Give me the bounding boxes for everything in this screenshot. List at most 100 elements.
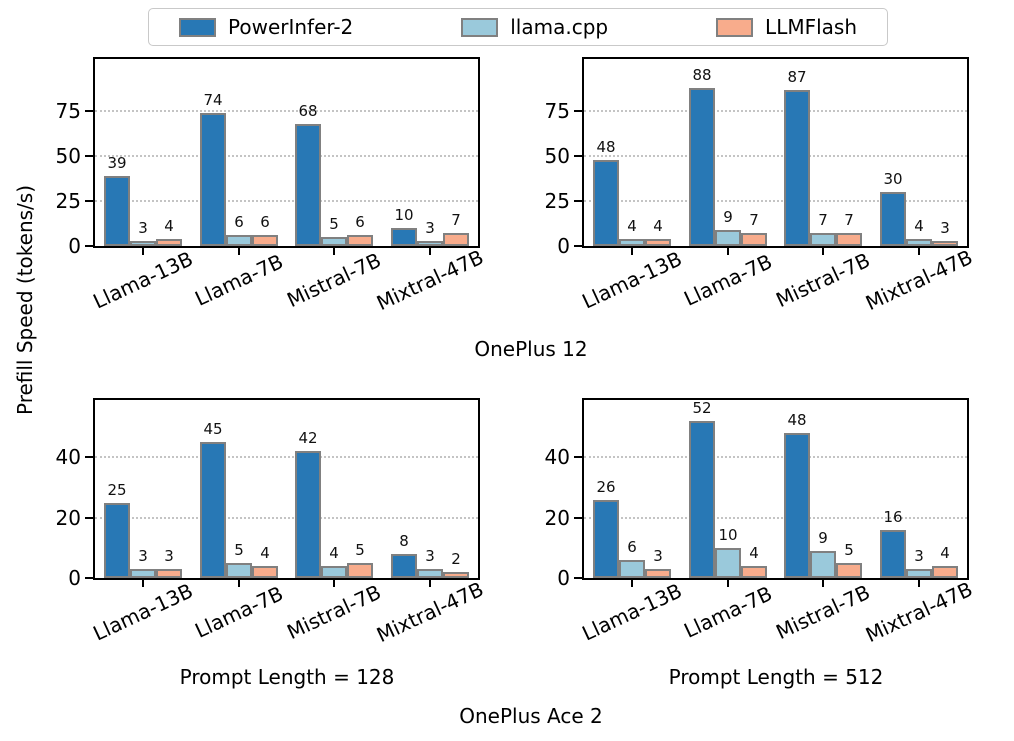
legend-swatch-icon (179, 17, 216, 37)
bar-value-label: 6 (355, 213, 365, 231)
gridline-y50 (95, 155, 478, 158)
bar-value-label: 6 (234, 213, 244, 231)
y-axis-label: Prefill Speed (tokens/s) (13, 184, 37, 416)
bar-value-label: 30 (883, 170, 903, 188)
bar-value-label: 74 (203, 91, 223, 109)
y-tick-mark (85, 200, 93, 203)
plot-area: 25 3 3 45 5 4 42 4 5 8 3 2 (93, 398, 480, 580)
bar-value-label: 7 (749, 211, 759, 229)
y-tick-mark (85, 245, 93, 247)
bar-value-label: 4 (914, 217, 924, 235)
bar-value-label: 7 (818, 211, 828, 229)
plot-area: 39 3 4 74 6 6 68 5 6 10 3 7 (93, 57, 480, 248)
bar-value-label: 3 (138, 547, 148, 565)
bar-value-label: 4 (260, 544, 270, 562)
bar-value-label: 7 (451, 211, 461, 229)
bar-llama-cpp-llama-13b (619, 560, 645, 578)
bar-llama-cpp-mistral-7b (321, 237, 347, 246)
category-label-mistral-7b: Mistral-7B (772, 579, 875, 645)
x-tick-mark (918, 580, 921, 587)
y-tick-label: 20 (55, 505, 81, 530)
bar-llmflash-mistral-7b (836, 563, 862, 578)
legend-swatch-icon (716, 17, 754, 37)
bar-value-label: 3 (940, 219, 950, 237)
bar-value-label: 16 (883, 508, 903, 526)
plot-area: 26 6 3 52 10 4 48 9 5 16 3 4 (582, 398, 969, 580)
x-tick-mark (141, 580, 144, 587)
bar-value-label: 10 (394, 206, 414, 224)
gridline-y20 (584, 516, 967, 519)
y-tick-label: 40 (544, 445, 570, 470)
bar-value-label: 9 (723, 208, 733, 226)
x-tick-mark (630, 248, 633, 255)
gridline-y20 (95, 516, 478, 519)
x-tick-mark (822, 580, 825, 587)
category-label-llama-13b: Llama-13B (578, 246, 686, 314)
bar-llama-cpp-llama-7b (226, 235, 252, 246)
x-tick-mark (918, 248, 921, 255)
bar-llmflash-mistral-7b (836, 233, 862, 246)
bar-llmflash-mistral-7b (347, 235, 373, 246)
bar-llama-cpp-mixtral-47b (417, 569, 443, 578)
bar-value-label: 9 (818, 529, 828, 547)
bar-value-label: 4 (653, 217, 663, 235)
bar-value-label: 48 (596, 138, 616, 156)
bar-llama-cpp-mixtral-47b (906, 239, 932, 246)
bar-value-label: 3 (164, 547, 174, 565)
bar-powerinfer-2-mixtral-47b (391, 554, 417, 578)
bar-value-label: 3 (653, 547, 663, 565)
bar-llama-cpp-llama-7b (226, 563, 252, 578)
bar-llama-cpp-mixtral-47b (906, 569, 932, 578)
col-title-prompt-512: Prompt Length = 512 (668, 665, 884, 689)
bar-powerinfer-2-mistral-7b (295, 124, 321, 246)
y-tick-mark (574, 516, 582, 519)
bar-llama-cpp-mistral-7b (321, 566, 347, 578)
bar-value-label: 88 (692, 66, 712, 84)
category-label-llama-13b: Llama-13B (578, 578, 686, 646)
bar-llmflash-llama-7b (252, 566, 278, 578)
bar-value-label: 7 (844, 211, 854, 229)
bar-value-label: 3 (138, 219, 148, 237)
bar-value-label: 5 (844, 541, 854, 559)
bar-value-label: 3 (425, 547, 435, 565)
row-title-oneplus-ace-2: OnePlus Ace 2 (459, 704, 603, 728)
bar-powerinfer-2-mistral-7b (784, 90, 810, 246)
bar-value-label: 26 (596, 478, 616, 496)
x-tick-mark (429, 580, 432, 587)
y-tick-mark (85, 456, 93, 459)
y-tick-label: 25 (55, 189, 81, 214)
bar-llmflash-mixtral-47b (443, 572, 469, 578)
legend-label: LLMFlash (765, 15, 857, 39)
gridline-y75 (584, 110, 967, 113)
y-tick-label: 50 (544, 144, 570, 169)
gridline-y75 (95, 110, 478, 113)
bar-value-label: 68 (298, 102, 318, 120)
category-label-mistral-7b: Mistral-7B (283, 247, 386, 313)
bar-llmflash-llama-13b (645, 239, 671, 246)
bar-powerinfer-2-llama-7b (200, 113, 226, 246)
y-tick-label: 0 (557, 234, 570, 258)
y-tick-mark (574, 245, 582, 247)
y-tick-label: 0 (68, 566, 81, 590)
bar-powerinfer-2-llama-7b (689, 421, 715, 578)
y-tick-mark (574, 200, 582, 203)
bar-value-label: 6 (627, 538, 637, 556)
col-title-prompt-128: Prompt Length = 128 (179, 665, 395, 689)
bar-value-label: 5 (355, 541, 365, 559)
x-tick-mark (237, 580, 240, 587)
plot-area: 48 4 4 88 9 7 87 7 7 30 4 3 (582, 57, 969, 248)
bar-value-label: 48 (787, 411, 807, 429)
bar-value-label: 25 (107, 481, 127, 499)
bar-llama-cpp-llama-13b (130, 241, 156, 246)
gridline-y25 (95, 200, 478, 203)
y-tick-mark (85, 516, 93, 519)
bar-value-label: 3 (425, 219, 435, 237)
legend-item-powerinfer-2: PowerInfer-2 (179, 15, 353, 39)
bar-llama-cpp-llama-7b (715, 548, 741, 578)
y-tick-label: 0 (557, 566, 570, 590)
x-tick-mark (429, 248, 432, 255)
bar-llama-cpp-mistral-7b (810, 551, 836, 578)
y-tick-label: 75 (55, 99, 81, 124)
bar-value-label: 4 (940, 544, 950, 562)
x-tick-mark (333, 580, 336, 587)
